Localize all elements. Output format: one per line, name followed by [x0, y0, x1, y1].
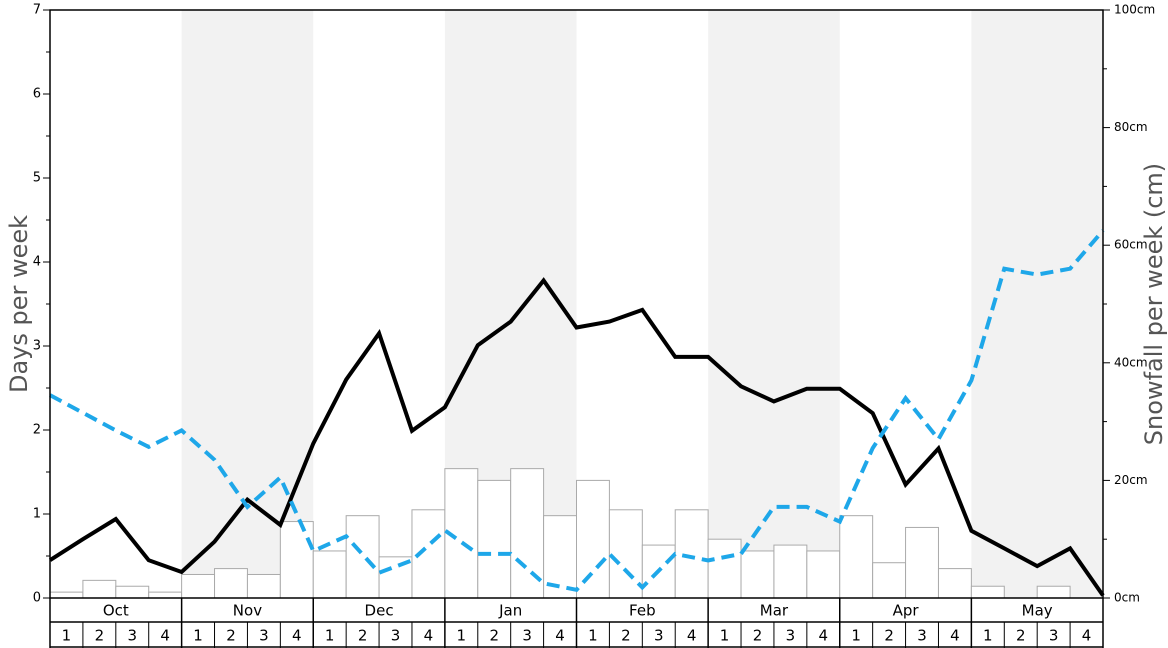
week-label: 3 [786, 627, 796, 645]
right-axis: 0cm 20cm 40cm 60cm 80cm 100cm [1103, 3, 1155, 605]
week-label: 3 [391, 627, 401, 645]
left-tick-label: 3 [33, 339, 41, 354]
snowfall-bar [345, 515, 380, 599]
week-label: 2 [621, 627, 631, 645]
snowfall-bar [115, 585, 150, 599]
week-label: 2 [489, 627, 499, 645]
right-axis-title: Snowfall per week (cm) [1140, 163, 1168, 445]
week-label: 2 [753, 627, 763, 645]
snowfall-bar [181, 573, 216, 599]
right-tick-label: 100cm [1114, 3, 1155, 17]
right-tick-label: 60cm [1114, 238, 1148, 252]
snowfall-bar [937, 568, 972, 599]
snowfall-bar [872, 562, 907, 599]
week-label: 1 [720, 627, 730, 645]
right-tick-label: 40cm [1114, 355, 1148, 369]
week-label: 4 [819, 627, 829, 645]
left-tick-label: 6 [33, 87, 41, 102]
week-label: 1 [457, 627, 467, 645]
solid-line-series [48, 277, 1105, 597]
week-label: 1 [193, 627, 203, 645]
week-label: 1 [325, 627, 335, 645]
month-week-axis: Oct 1 2 3 4 Nov 1 2 3 4 Dec 1 2 3 4 Jan 1 2 3 4 Feb 1 2 3 4 Mar 1 2… [49, 598, 1104, 648]
week-label: 2 [1016, 627, 1026, 645]
week-label: 4 [687, 627, 697, 645]
snowfall-bar [279, 521, 314, 599]
snowfall-bar [214, 568, 248, 599]
left-tick-label: 4 [33, 255, 41, 270]
dashed-line-series [49, 229, 1105, 592]
snowfall-bar [82, 579, 117, 599]
snowfall-bar [839, 515, 874, 599]
right-tick-label: 80cm [1114, 120, 1148, 134]
month-label: Jan [498, 602, 522, 620]
left-axis: 0 1 2 3 4 5 6 7 [33, 3, 50, 606]
snowfall-bar [707, 538, 742, 599]
week-label: 1 [983, 627, 993, 645]
left-axis-title: Days per week [5, 215, 33, 393]
left-tick-label: 0 [33, 591, 41, 606]
month-label: Nov [233, 602, 262, 620]
trend-lines [48, 229, 1105, 597]
snowfall-bar [740, 550, 775, 599]
week-label: 4 [555, 627, 565, 645]
month-label: Oct [103, 602, 129, 620]
week-label: 2 [358, 627, 368, 645]
week-label: 3 [654, 627, 664, 645]
left-tick-label: 2 [33, 423, 41, 438]
week-label: 4 [1082, 627, 1092, 645]
week-label: 2 [884, 627, 894, 645]
week-label: 4 [424, 627, 434, 645]
snowfall-bar [246, 573, 281, 599]
month-label: Feb [629, 602, 656, 620]
left-tick-label: 1 [33, 507, 41, 522]
month-shade [708, 10, 840, 598]
week-label: 3 [259, 627, 269, 645]
right-tick-label: 20cm [1114, 473, 1148, 487]
month-label: Dec [365, 602, 394, 620]
week-label: 2 [95, 627, 105, 645]
month-label: Mar [760, 602, 789, 620]
snowfall-bar [148, 591, 183, 599]
snowfall-bar [608, 509, 643, 599]
snowfall-bar [576, 479, 610, 599]
snowfall-bar [1036, 585, 1071, 599]
snowfall-bar [773, 544, 808, 599]
week-label: 3 [1049, 627, 1059, 645]
snowfall-bar [674, 509, 709, 599]
left-tick-label: 5 [33, 171, 41, 186]
snowfall-bar [312, 550, 347, 599]
month-shading [181, 10, 1103, 598]
week-label: 4 [292, 627, 302, 645]
snowfall-bar [970, 585, 1005, 599]
snowfall-bar [806, 550, 841, 599]
week-label: 4 [950, 627, 960, 645]
month-shade [971, 10, 1103, 598]
week-label: 2 [226, 627, 236, 645]
month-label: Apr [893, 602, 920, 620]
week-label: 4 [160, 627, 170, 645]
snowfall-bar [49, 591, 84, 599]
right-tick-label: 0cm [1114, 591, 1140, 605]
month-label: May [1022, 602, 1053, 620]
week-label: 3 [127, 627, 137, 645]
week-label: 1 [851, 627, 861, 645]
left-tick-label: 7 [33, 3, 41, 18]
snowfall-bar [905, 526, 939, 599]
week-label: 1 [62, 627, 72, 645]
snowfall-bar [477, 479, 512, 599]
week-label: 1 [588, 627, 598, 645]
week-label: 3 [917, 627, 927, 645]
week-label: 3 [522, 627, 532, 645]
